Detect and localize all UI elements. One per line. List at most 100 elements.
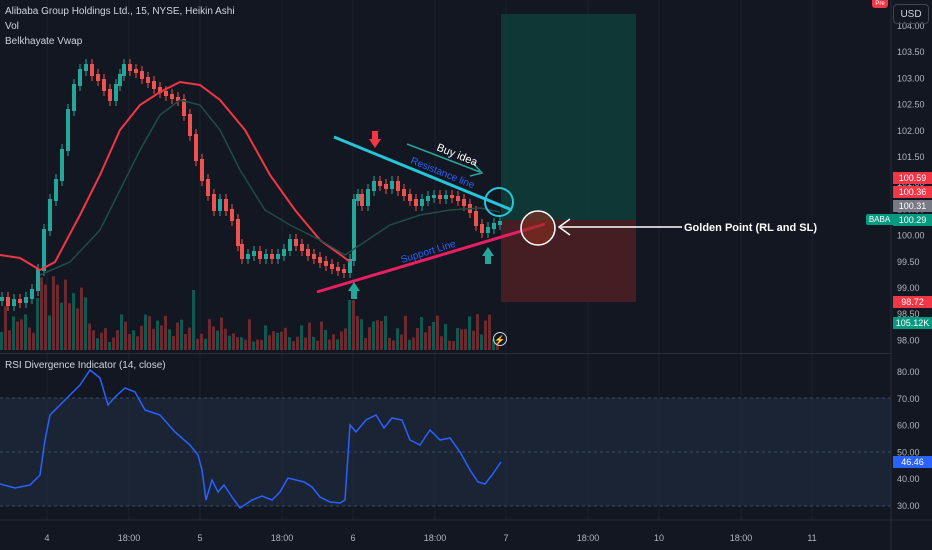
candle-body[interactable] — [396, 181, 400, 191]
candle-body[interactable] — [30, 289, 34, 299]
candle-body[interactable] — [324, 261, 328, 266]
candle-body[interactable] — [128, 64, 132, 71]
candle-body[interactable] — [36, 269, 40, 291]
candle-body[interactable] — [438, 195, 442, 199]
candle-body[interactable] — [252, 251, 256, 256]
candle-body[interactable] — [342, 269, 346, 273]
candle-body[interactable] — [414, 199, 418, 206]
support-trendline[interactable] — [316, 222, 546, 294]
candle-body[interactable] — [78, 69, 82, 86]
candle-body[interactable] — [158, 87, 162, 93]
candle-body[interactable] — [48, 199, 52, 231]
candle-body[interactable] — [318, 257, 322, 263]
candle-body[interactable] — [200, 159, 204, 181]
candle-body[interactable] — [390, 181, 394, 189]
candle-body[interactable] — [336, 267, 340, 271]
rsi-indicator-label[interactable]: RSI Divergence Indicator (14, close) — [5, 360, 166, 371]
candle-body[interactable] — [264, 254, 268, 259]
candle-body[interactable] — [6, 297, 10, 306]
candle-body[interactable] — [0, 297, 4, 301]
pane-divider[interactable] — [0, 353, 891, 354]
candle-body[interactable] — [122, 64, 126, 76]
volume-indicator-label[interactable]: Vol — [5, 21, 19, 32]
candle-body[interactable] — [118, 74, 122, 86]
candle-body[interactable] — [348, 259, 352, 273]
buy-idea-arrow[interactable] — [406, 143, 481, 173]
candle-body[interactable] — [474, 211, 478, 226]
candle-body[interactable] — [12, 299, 16, 306]
candle-body[interactable] — [352, 199, 356, 261]
candle-body[interactable] — [450, 195, 454, 198]
candle-body[interactable] — [140, 71, 144, 79]
candle-body[interactable] — [96, 74, 100, 81]
candle-body[interactable] — [102, 79, 106, 91]
candle-body[interactable] — [170, 94, 174, 99]
candle-body[interactable] — [276, 254, 280, 259]
candle-body[interactable] — [176, 97, 180, 101]
candle-body[interactable] — [108, 89, 112, 101]
candle-body[interactable] — [498, 221, 502, 225]
candle-body[interactable] — [224, 199, 228, 211]
candle-body[interactable] — [146, 77, 150, 83]
candle-body[interactable] — [356, 194, 360, 201]
candle-body[interactable] — [42, 229, 46, 271]
candle-body[interactable] — [240, 244, 244, 259]
candle-body[interactable] — [462, 199, 466, 206]
candle-body[interactable] — [152, 81, 156, 89]
vwap-basis-line[interactable] — [39, 99, 501, 276]
candle-body[interactable] — [294, 239, 298, 246]
candle-body[interactable] — [54, 179, 58, 201]
candle-body[interactable] — [24, 297, 28, 303]
candle-body[interactable] — [306, 249, 310, 256]
candle-body[interactable] — [372, 181, 376, 191]
candle-body[interactable] — [300, 244, 304, 251]
candle-body[interactable] — [18, 299, 22, 303]
candle-body[interactable] — [212, 194, 216, 211]
candle-body[interactable] — [486, 227, 490, 233]
vwap-upper-line[interactable] — [0, 80, 351, 272]
candle-body[interactable] — [282, 249, 286, 256]
candle-body[interactable] — [408, 194, 412, 201]
rsi-line[interactable] — [0, 368, 502, 510]
candle-body[interactable] — [360, 194, 364, 206]
candle-body[interactable] — [66, 109, 70, 151]
candle-body[interactable] — [246, 254, 250, 259]
candle-body[interactable] — [456, 196, 460, 201]
candle-body[interactable] — [480, 224, 484, 233]
candle-body[interactable] — [84, 64, 88, 71]
resistance-trendline[interactable] — [333, 135, 513, 212]
candle-body[interactable] — [444, 195, 448, 199]
candle-body[interactable] — [218, 199, 222, 211]
candle-body[interactable] — [258, 251, 262, 259]
flash-icon[interactable]: ⚡ — [493, 332, 507, 346]
candle-body[interactable] — [188, 114, 192, 136]
candle-body[interactable] — [114, 84, 118, 101]
resistance-circle[interactable] — [484, 187, 514, 217]
candle-body[interactable] — [236, 219, 240, 246]
candle-body[interactable] — [366, 189, 370, 206]
candle-body[interactable] — [330, 264, 334, 269]
candle-body[interactable] — [60, 149, 64, 181]
candle-body[interactable] — [426, 196, 430, 201]
candle-body[interactable] — [384, 184, 388, 189]
vwap-indicator-label[interactable]: Belkhayate Vwap — [5, 36, 83, 47]
candle-body[interactable] — [492, 223, 496, 229]
candle-body[interactable] — [72, 84, 76, 111]
candle-body[interactable] — [420, 199, 424, 206]
candle-body[interactable] — [270, 254, 274, 259]
candle-body[interactable] — [230, 209, 234, 221]
candle-body[interactable] — [164, 91, 168, 96]
candle-body[interactable] — [194, 134, 198, 161]
candle-body[interactable] — [90, 64, 94, 76]
target-zone[interactable] — [501, 14, 636, 220]
candle-body[interactable] — [432, 195, 436, 198]
candle-body[interactable] — [288, 239, 292, 251]
candle-body[interactable] — [206, 179, 210, 196]
candle-body[interactable] — [182, 99, 186, 116]
candle-body[interactable] — [312, 254, 316, 259]
candle-body[interactable] — [378, 181, 382, 186]
candle-body[interactable] — [402, 189, 406, 196]
golden-point-circle[interactable] — [520, 210, 556, 246]
